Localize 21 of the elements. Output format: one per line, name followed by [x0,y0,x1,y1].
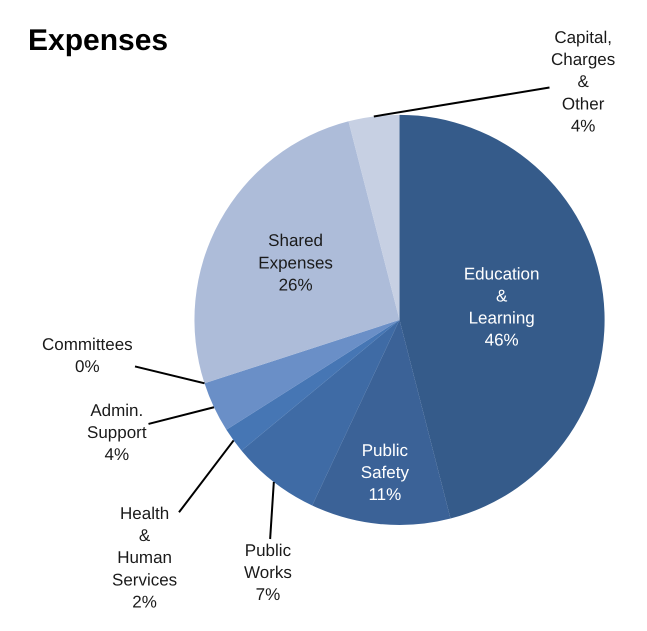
data-label: 26% [278,275,313,294]
data-label: 2% [132,592,157,612]
slice-label: Shared Expenses [258,231,333,272]
pie-slice [312,320,451,525]
slice-label: Admin. Support [87,401,147,442]
data-label: 11% [368,485,402,504]
data-label: 4% [104,445,130,464]
slice-label: Health & Human Services [112,504,178,590]
data-label: 7% [256,585,280,604]
pie-slice [348,114,400,320]
text: 0% [75,357,100,376]
slice-label: Education & Learning [464,264,540,328]
pie-slice [204,320,400,430]
chart-title: Expenses [28,24,168,57]
category-label: Committees [42,335,133,354]
data-label: 46% [484,330,519,350]
slice-label: Capital, Charges & Other [551,28,616,114]
pie-slice [194,121,400,384]
data-label: 4% [570,116,596,136]
slice-label: Public Works [244,541,292,582]
slice-label: Public Safety [360,440,410,482]
